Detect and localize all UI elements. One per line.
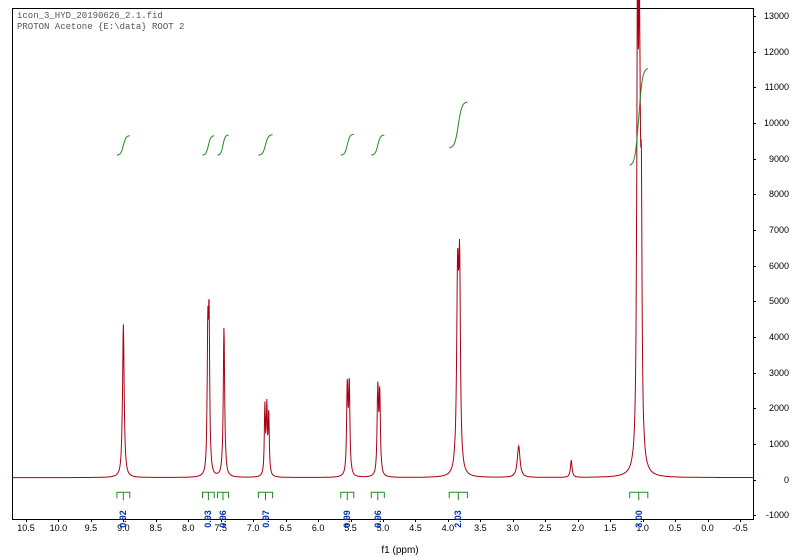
spectrum-container: icon_3_HYD_20190626_2.1.fid PROTON Aceto… bbox=[0, 0, 800, 558]
xtick-label: 2.5 bbox=[539, 523, 552, 533]
integration-value-label: 0.99 bbox=[342, 510, 352, 528]
ytick-label: 11000 bbox=[755, 82, 789, 92]
xtick-label: 3.0 bbox=[507, 523, 520, 533]
xtick-label: 3.5 bbox=[474, 523, 487, 533]
integral-curve bbox=[258, 135, 272, 155]
integration-value-label: 2.03 bbox=[453, 510, 463, 528]
xtick-label: 10.0 bbox=[50, 523, 68, 533]
x-axis-label: f1 (ppm) bbox=[381, 545, 418, 556]
integration-value-label: 0.96 bbox=[373, 510, 383, 528]
xtick-label: 7.0 bbox=[247, 523, 260, 533]
ytick-label: 0 bbox=[755, 475, 789, 485]
integration-value-label: 0.93 bbox=[203, 510, 213, 528]
xtick-label: 0.5 bbox=[669, 523, 682, 533]
ytick-label: 12000 bbox=[755, 47, 789, 57]
ytick-label: 6000 bbox=[755, 261, 789, 271]
xtick-label: 10.5 bbox=[17, 523, 35, 533]
integral-curve bbox=[630, 69, 648, 166]
xtick-label: 4.5 bbox=[409, 523, 422, 533]
xtick-label: 0.0 bbox=[701, 523, 714, 533]
xtick-label: 8.0 bbox=[182, 523, 195, 533]
integration-value-label: 0.97 bbox=[261, 510, 271, 528]
ytick-label: 3000 bbox=[755, 368, 789, 378]
ytick-label: 4000 bbox=[755, 332, 789, 342]
integral-curve bbox=[449, 102, 467, 148]
integral-curve bbox=[341, 134, 354, 155]
integration-value-label: 0.92 bbox=[118, 510, 128, 528]
integral-curve bbox=[203, 136, 215, 155]
plot-area: icon_3_HYD_20190626_2.1.fid PROTON Aceto… bbox=[12, 8, 754, 520]
integral-curve bbox=[117, 136, 130, 155]
ytick-label: 7000 bbox=[755, 225, 789, 235]
ytick-label: 9000 bbox=[755, 154, 789, 164]
ytick-label: 10000 bbox=[755, 118, 789, 128]
nmr-spectrum-svg bbox=[13, 9, 753, 519]
xtick-label: 6.0 bbox=[312, 523, 325, 533]
ytick-label: -1000 bbox=[755, 510, 789, 520]
integration-value-label: 3.00 bbox=[634, 510, 644, 528]
spectrum-trace bbox=[13, 0, 753, 478]
integral-curve bbox=[371, 135, 384, 155]
xtick-label: 6.5 bbox=[279, 523, 292, 533]
ytick-label: 8000 bbox=[755, 189, 789, 199]
xtick-label: -0.5 bbox=[732, 523, 748, 533]
xtick-label: 9.5 bbox=[85, 523, 98, 533]
ytick-label: 5000 bbox=[755, 296, 789, 306]
ytick-label: 1000 bbox=[755, 439, 789, 449]
ytick-label: 2000 bbox=[755, 403, 789, 413]
integral-curve bbox=[218, 135, 229, 155]
ytick-label: 13000 bbox=[755, 11, 789, 21]
xtick-label: 2.0 bbox=[571, 523, 584, 533]
xtick-label: 8.5 bbox=[150, 523, 163, 533]
xtick-label: 1.5 bbox=[604, 523, 617, 533]
integration-value-label: 0.96 bbox=[218, 510, 228, 528]
